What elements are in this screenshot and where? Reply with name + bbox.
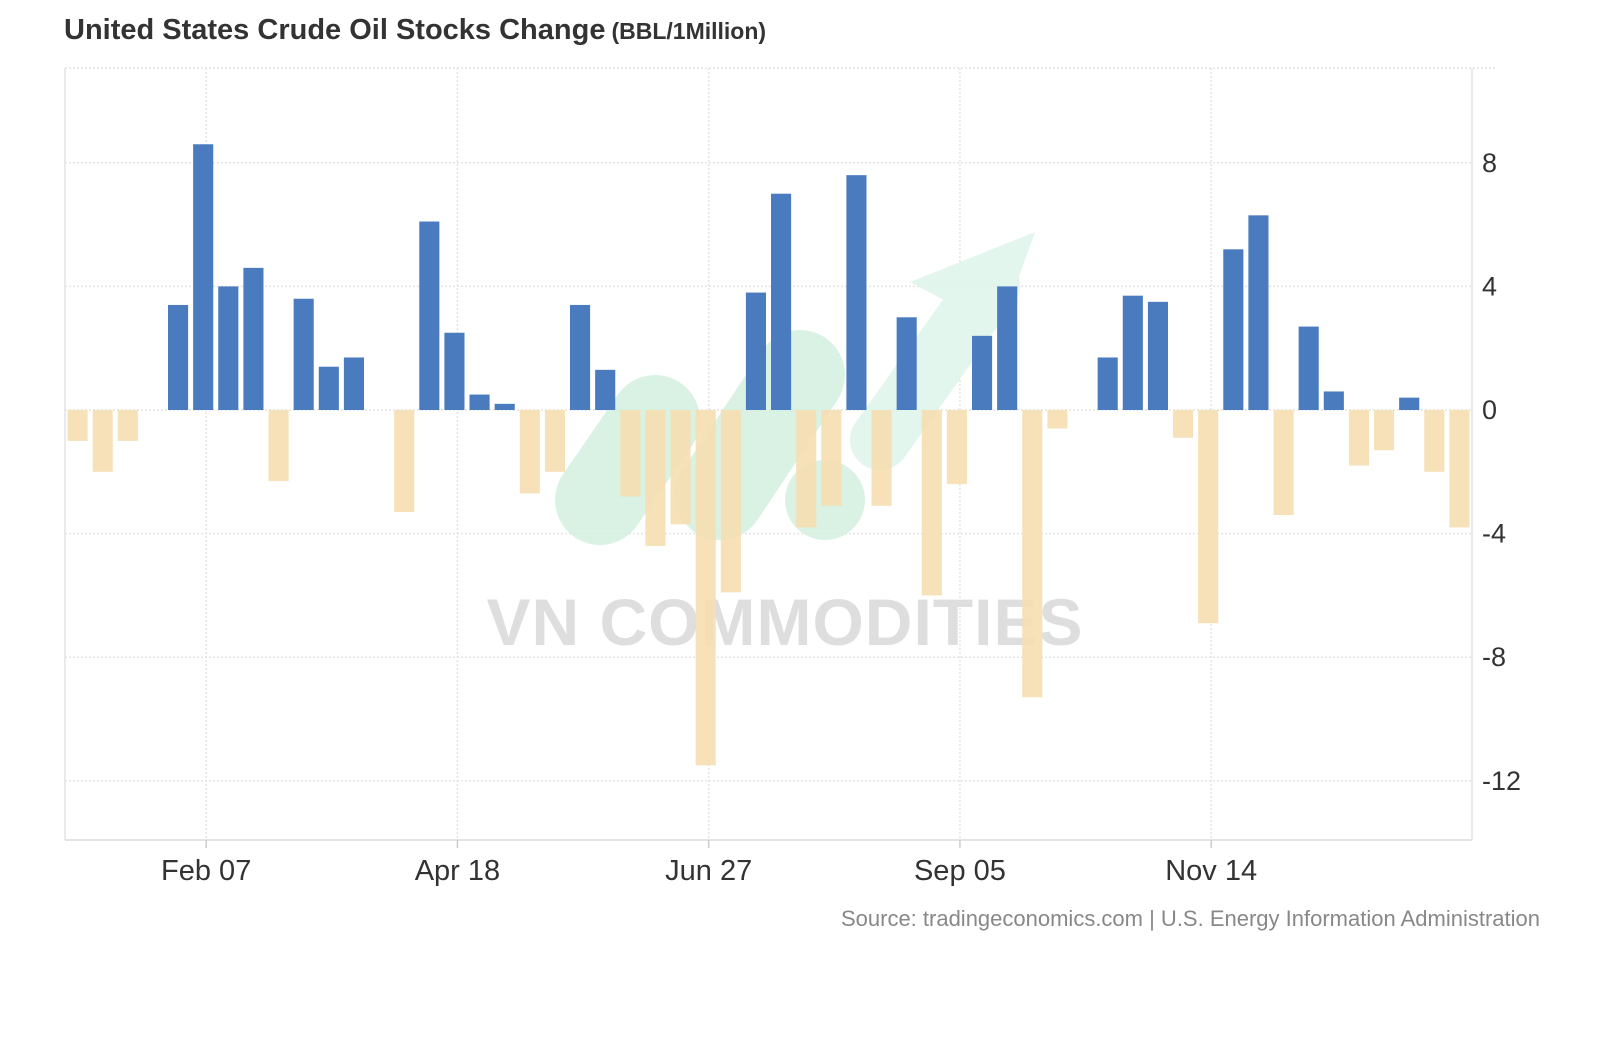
chart-unit: (BBL/1Million) <box>611 18 767 44</box>
x-tick-label: Sep 05 <box>914 855 1006 887</box>
y-tick-label: 8 <box>1482 148 1497 178</box>
bar-positive <box>771 193 792 410</box>
bar-negative <box>946 410 967 485</box>
bar-positive <box>469 394 490 410</box>
bar-negative <box>92 410 113 472</box>
x-tick-label: Feb 07 <box>161 855 251 887</box>
y-tick-label: -4 <box>1482 519 1506 549</box>
bar-negative <box>695 410 716 766</box>
y-tick-label: -12 <box>1482 766 1521 796</box>
chart-title: United States Crude Oil Stocks Change (BB… <box>64 14 766 47</box>
bar-negative <box>670 410 691 525</box>
bar-negative <box>394 410 415 512</box>
bar-positive <box>1223 249 1244 410</box>
watermark-text: VN COMMODITIES <box>486 585 1083 659</box>
y-tick-label: 0 <box>1482 395 1497 425</box>
bar-positive <box>570 304 591 410</box>
bar-negative <box>821 410 842 506</box>
bar-positive <box>846 175 867 410</box>
bar-positive <box>997 286 1018 410</box>
bar-negative <box>720 410 741 593</box>
bar-negative <box>1047 410 1068 429</box>
source-note: Source: tradingeconomics.com | U.S. Ener… <box>840 906 1540 931</box>
bar-negative <box>1449 410 1470 528</box>
bar-positive <box>1399 397 1420 410</box>
bars <box>67 144 1470 766</box>
bar-positive <box>1298 326 1319 410</box>
x-axis: Feb 07 Apr 18 Jun 27 Sep 05 Nov 14 <box>161 840 1257 887</box>
bar-positive <box>745 292 766 410</box>
bar-negative <box>796 410 817 528</box>
bar-positive <box>494 403 515 410</box>
bar-positive <box>243 267 264 410</box>
bar-negative <box>1022 410 1043 698</box>
y-axis: 8 4 0 -4 -8 -12 <box>1482 148 1521 796</box>
bar-negative <box>519 410 540 494</box>
bar-positive <box>444 332 465 410</box>
bar-negative <box>1374 410 1395 451</box>
y-tick-label: 4 <box>1482 271 1497 301</box>
bar-negative <box>117 410 138 441</box>
bar-positive <box>193 144 214 410</box>
x-tick-label: Nov 14 <box>1165 855 1257 887</box>
bar-negative <box>544 410 565 472</box>
bar-positive <box>1122 295 1143 410</box>
bar-negative <box>871 410 892 506</box>
x-tick-label: Apr 18 <box>415 855 500 887</box>
bar-positive <box>595 369 616 410</box>
bar-positive <box>218 286 239 410</box>
bar-positive <box>1248 215 1269 410</box>
bar-positive <box>293 298 314 410</box>
y-tick-label: -8 <box>1482 642 1506 672</box>
x-tick-label: Jun 27 <box>665 855 752 887</box>
bar-negative <box>1173 410 1194 438</box>
bar-positive <box>896 317 917 410</box>
bar-negative <box>268 410 289 482</box>
bar-positive <box>343 357 364 410</box>
bar-positive <box>419 221 440 410</box>
bar-negative <box>620 410 641 497</box>
bar-positive <box>1147 301 1168 410</box>
bar-positive <box>1323 391 1344 410</box>
bar-negative <box>1198 410 1219 624</box>
bar-negative <box>645 410 666 546</box>
bar-chart: VN COMMODITIES 8 4 0 -4 -8 -12 Feb 07 Apr 18 Ju… <box>64 67 1521 887</box>
bar-positive <box>168 304 189 410</box>
bar-positive <box>972 335 993 410</box>
bar-negative <box>67 410 88 441</box>
bar-positive <box>318 366 339 410</box>
bar-positive <box>1097 357 1118 410</box>
bar-negative <box>1424 410 1445 472</box>
bar-negative <box>1348 410 1369 466</box>
chart-title-text: United States Crude Oil Stocks Change <box>64 14 606 46</box>
bar-negative <box>1273 410 1294 516</box>
bar-negative <box>921 410 942 596</box>
